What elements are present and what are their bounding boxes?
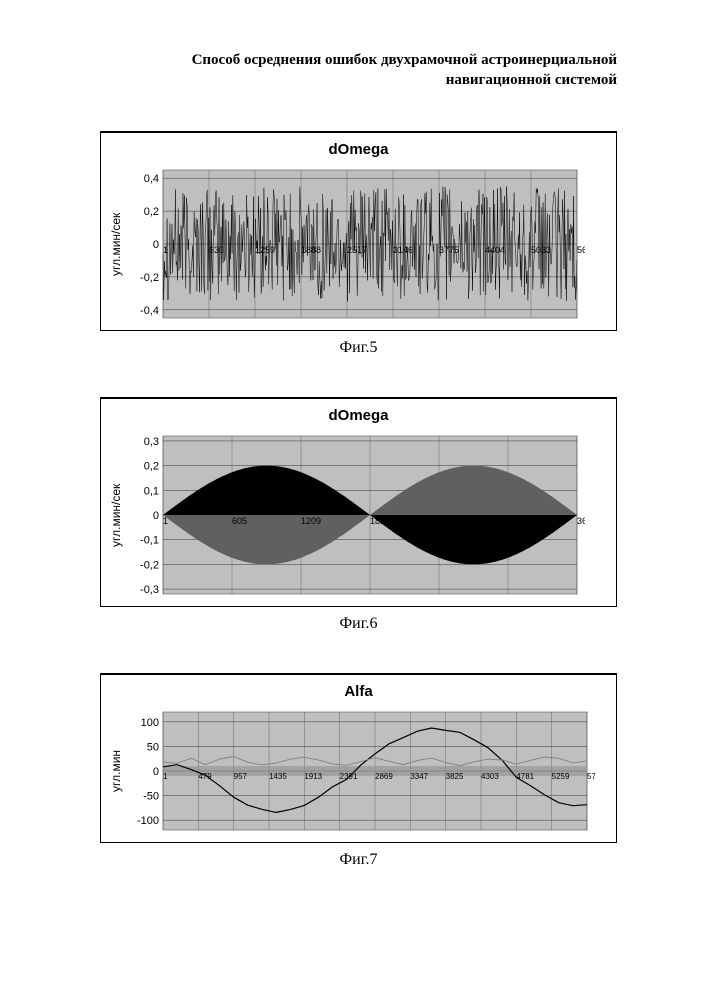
figure-6: dOmega угл.мин/сек -0,3 -0,2 -0,1 0 0,1 0,2 0,… xyxy=(100,397,617,633)
svg-text:2417: 2417 xyxy=(439,516,459,526)
caption-7: Фиг.7 xyxy=(100,851,617,869)
title-line-1: Способ осреднения ошибок двухрамочной ас… xyxy=(192,52,617,68)
chart-title-7: Alfa xyxy=(107,683,610,700)
figure-5: dOmega угл.мин/сек -0,4-0,200,20,4163012… xyxy=(100,131,617,357)
svg-text:5737: 5737 xyxy=(587,772,595,781)
svg-text:3347: 3347 xyxy=(410,772,428,781)
svg-text:0: 0 xyxy=(153,239,159,251)
svg-text:-0,3: -0,3 xyxy=(140,584,159,596)
svg-text:0,3: 0,3 xyxy=(144,435,159,447)
svg-text:1913: 1913 xyxy=(304,772,322,781)
svg-text:0: 0 xyxy=(153,510,159,522)
svg-text:1435: 1435 xyxy=(269,772,287,781)
svg-text:3625: 3625 xyxy=(577,516,585,526)
svg-text:4303: 4303 xyxy=(481,772,499,781)
ylabel-7: угл.мин xyxy=(107,706,125,836)
ylabel-6: угл.мин/сек xyxy=(107,430,125,600)
svg-text:0,1: 0,1 xyxy=(144,485,159,497)
svg-text:100: 100 xyxy=(141,716,159,728)
svg-text:-0,2: -0,2 xyxy=(140,559,159,571)
svg-text:-100: -100 xyxy=(137,815,159,827)
svg-text:605: 605 xyxy=(232,516,247,526)
svg-text:4781: 4781 xyxy=(516,772,534,781)
svg-text:3021: 3021 xyxy=(508,516,528,526)
svg-text:1209: 1209 xyxy=(301,516,321,526)
svg-text:957: 957 xyxy=(234,772,248,781)
svg-text:1813: 1813 xyxy=(370,516,390,526)
figure-7: Alfa угл.мин -100-5005010014799571435191… xyxy=(100,673,617,869)
chart-frame-6: dOmega угл.мин/сек -0,3 -0,2 -0,1 0 0,1 0,2 0,… xyxy=(100,397,617,607)
svg-text:0: 0 xyxy=(153,766,159,778)
caption-5: Фиг.5 xyxy=(100,339,617,357)
svg-text:1: 1 xyxy=(163,772,168,781)
page: Способ осреднения ошибок двухрамочной ас… xyxy=(0,0,707,1000)
ylabel-5: угл.мин/сек xyxy=(107,164,125,324)
chart-plot-7: -100-50050100147995714351913239128693347… xyxy=(125,706,595,836)
svg-text:0,2: 0,2 xyxy=(144,206,159,218)
svg-text:-0,1: -0,1 xyxy=(140,534,159,546)
svg-text:3825: 3825 xyxy=(446,772,464,781)
page-title: Способ осреднения ошибок двухрамочной ас… xyxy=(100,50,617,91)
svg-text:50: 50 xyxy=(147,741,159,753)
svg-text:-50: -50 xyxy=(143,790,159,802)
svg-text:0,2: 0,2 xyxy=(144,460,159,472)
svg-text:5259: 5259 xyxy=(552,772,570,781)
chart-frame-7: Alfa угл.мин -100-5005010014799571435191… xyxy=(100,673,617,843)
svg-text:5662: 5662 xyxy=(577,245,585,255)
caption-6: Фиг.6 xyxy=(100,615,617,633)
svg-text:0,4: 0,4 xyxy=(144,173,159,185)
svg-text:2869: 2869 xyxy=(375,772,393,781)
svg-text:-0,2: -0,2 xyxy=(140,271,159,283)
title-line-2: навигационной системой xyxy=(446,72,617,88)
svg-text:-0,4: -0,4 xyxy=(140,304,159,316)
svg-text:1: 1 xyxy=(163,516,168,526)
chart-frame-5: dOmega угл.мин/сек -0,4-0,200,20,4163012… xyxy=(100,131,617,331)
chart-title-5: dOmega xyxy=(107,141,610,158)
chart-plot-6: -0,3 -0,2 -0,1 0 0,1 0,2 0,3 1 605 1209 1813 2417 30… xyxy=(125,430,585,600)
chart-title-6: dOmega xyxy=(107,407,610,424)
chart-plot-5: -0,4-0,200,20,41630125918882517314637754… xyxy=(125,164,585,324)
